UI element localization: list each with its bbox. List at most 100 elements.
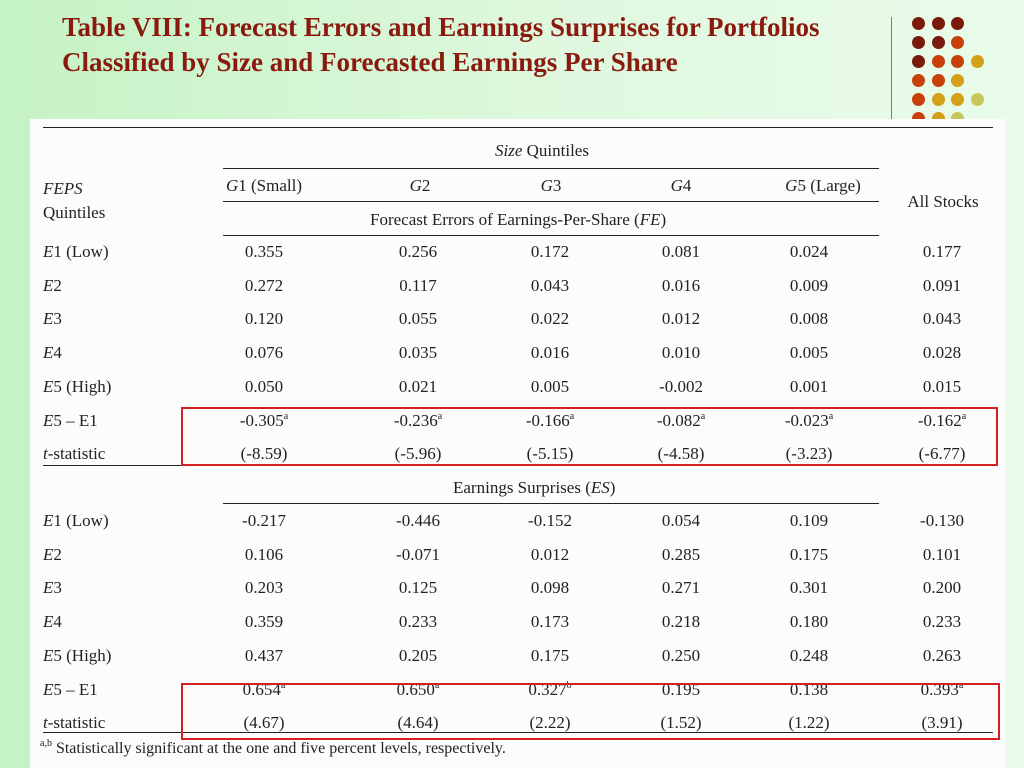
row-label: E5 (High) xyxy=(43,376,112,396)
row-label: t-statistic xyxy=(43,444,106,464)
table-cell: -0.023a xyxy=(784,410,834,430)
table-cell: (-5.15) xyxy=(526,444,574,464)
table-cell: 0.437 xyxy=(244,645,284,665)
table-cell: 0.015 xyxy=(922,376,962,396)
decorative-dot xyxy=(951,93,964,106)
table-cell: 0.106 xyxy=(244,544,284,564)
table-cell: 0.055 xyxy=(398,309,438,329)
table-cell: (-4.58) xyxy=(657,444,705,464)
table-cell: (-5.96) xyxy=(394,444,442,464)
table-cell: 0.005 xyxy=(789,343,829,363)
table-cell: 0.125 xyxy=(398,578,438,598)
size-quintiles-header: Size Quintiles xyxy=(495,141,589,160)
table-cell: 0.180 xyxy=(789,612,829,632)
decorative-dot xyxy=(912,112,925,119)
table-cell: 0.009 xyxy=(789,275,829,295)
table-cell: -0.002 xyxy=(659,376,703,396)
table-cell: 0.301 xyxy=(789,578,829,598)
column-header-g2: G2 xyxy=(409,176,431,195)
panel-fe-rule xyxy=(223,235,879,236)
table-cell: 0.001 xyxy=(789,376,829,396)
table-cell: 0.021 xyxy=(398,376,438,396)
table-cell: (2.22) xyxy=(529,713,571,733)
table-cell: 0.098 xyxy=(530,578,570,598)
column-header-g3: G3 xyxy=(540,176,562,195)
column-header-g5: G5 (Large) xyxy=(785,176,861,195)
row-label: E5 – E1 xyxy=(43,679,98,699)
decorative-dot xyxy=(951,112,964,119)
table-cell: 0.233 xyxy=(922,612,962,632)
table-cell: 0.355 xyxy=(244,242,284,261)
decorative-dot xyxy=(931,55,945,68)
table-cell: -0.162a xyxy=(917,410,967,430)
column-header-g1: G1 (Small) xyxy=(225,176,303,195)
decorative-dot xyxy=(931,17,945,30)
table-cell: 0.091 xyxy=(922,275,962,295)
column-header-all-stocks: All Stocks xyxy=(907,192,979,211)
decorative-dot-grid xyxy=(912,17,1012,119)
table-cell: 0.175 xyxy=(789,544,829,564)
table-cell: 0.250 xyxy=(661,645,701,665)
table-cell: 0.008 xyxy=(789,309,829,329)
size-header-rule xyxy=(223,168,879,169)
table-cell: -0.305a xyxy=(239,410,289,430)
table-cell: (4.64) xyxy=(397,713,439,733)
table-cell: (1.22) xyxy=(788,713,830,733)
table-cell: 0.248 xyxy=(789,645,829,665)
table-cell: 0.263 xyxy=(922,645,962,665)
panel-es-rule xyxy=(223,503,879,504)
table-cell: 0.205 xyxy=(398,645,438,665)
table-cell: 0.218 xyxy=(661,612,701,632)
table-cell: 0.076 xyxy=(244,343,284,363)
highlight-box-fe-difference xyxy=(181,407,998,466)
table-cell: 0.012 xyxy=(661,309,701,329)
table-cell: 0.022 xyxy=(530,309,570,329)
results-table: Size Quintiles FEPS Quintiles G1 (Small)… xyxy=(30,119,1006,768)
table-cell: (3.91) xyxy=(921,713,963,733)
table-cell: 0.024 xyxy=(789,242,829,261)
decorative-dot xyxy=(912,17,925,30)
decorative-dot xyxy=(912,74,925,87)
table-cell: 0.012 xyxy=(530,544,570,564)
table-cell: -0.236a xyxy=(393,410,443,430)
decorative-dot xyxy=(931,112,945,119)
decorative-dot xyxy=(931,93,945,106)
slide-title: Table VIII: Forecast Errors and Earnings… xyxy=(62,12,820,77)
row-label: E2 xyxy=(43,544,62,564)
table-cell: (-6.77) xyxy=(918,444,966,464)
table-cell: 0.010 xyxy=(661,343,701,363)
table-cell: 0.203 xyxy=(244,578,284,598)
table-cell: 0.054 xyxy=(661,511,701,530)
table-cell: 0.109 xyxy=(789,511,829,530)
table-cell: -0.152 xyxy=(528,511,572,530)
decorative-dot xyxy=(970,55,984,68)
row-label: E5 (High) xyxy=(43,645,112,665)
table-cell: 0.272 xyxy=(244,275,284,295)
table-cell: (4.67) xyxy=(243,713,285,733)
table-cell: 0.043 xyxy=(922,309,962,329)
decorative-dot xyxy=(931,36,945,49)
table-cell: 0.050 xyxy=(244,376,284,396)
row-label: t-statistic xyxy=(43,713,106,733)
decorative-dot xyxy=(912,55,925,68)
table-cell: 0.200 xyxy=(922,578,962,598)
decorative-dot xyxy=(951,17,964,30)
table-cell: 0.081 xyxy=(661,242,701,261)
decorative-dot xyxy=(951,36,964,49)
table-cell: 0.028 xyxy=(922,343,962,363)
table-cell: (1.52) xyxy=(660,713,702,733)
table-cell: 0.005 xyxy=(530,376,570,396)
quintiles-label: Quintiles xyxy=(43,203,106,222)
table-cell: 0.173 xyxy=(530,612,570,632)
table-cell: 0.172 xyxy=(530,242,570,261)
table-cell: 0.016 xyxy=(661,275,701,295)
table-top-rule xyxy=(43,127,993,128)
footnote: a,b Statistically significant at the one… xyxy=(40,738,506,758)
table-cell: 0.016 xyxy=(530,343,570,363)
decorative-dot xyxy=(951,74,964,87)
table-cell: 0.256 xyxy=(398,242,438,261)
table-cell: 0.101 xyxy=(922,544,962,564)
highlight-box-es-difference xyxy=(181,683,1000,740)
row-label: E4 xyxy=(43,343,62,363)
row-label: E4 xyxy=(43,612,62,632)
